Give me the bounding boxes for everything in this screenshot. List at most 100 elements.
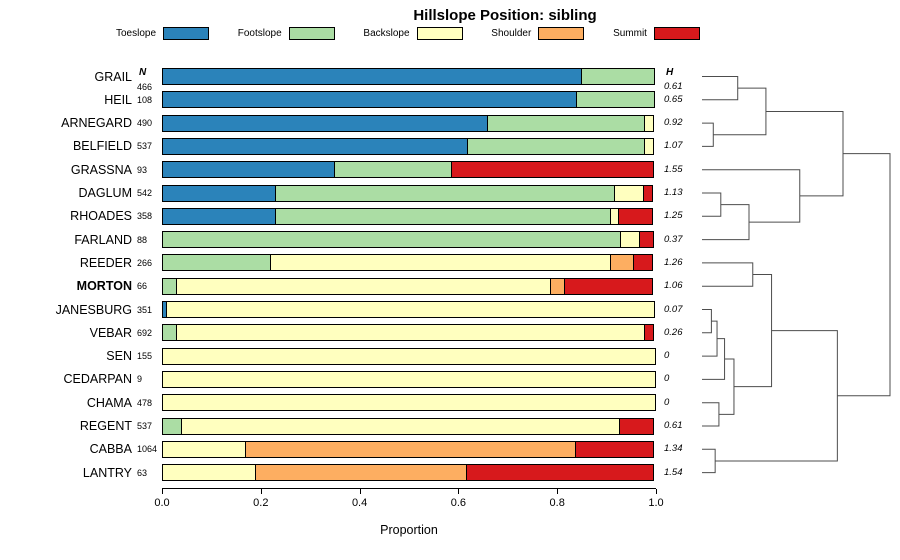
h-value: 1.07 (664, 140, 683, 152)
bar-segment-toeslope (162, 68, 582, 85)
series-label: CHAMA (86, 395, 132, 410)
n-value: 478 (137, 397, 153, 408)
bar-segment-summit (574, 440, 654, 458)
series-label: REEDER (79, 255, 132, 270)
x-tick-label: 0.0 (154, 497, 170, 509)
bar-segment-shoulder (244, 440, 576, 458)
bar-segment-toeslope (162, 91, 577, 109)
legend: Toeslope Footslope Backslope Shoulder Summit (116, 27, 700, 40)
bar-segment-backslope (620, 231, 641, 249)
n-value: 66 (137, 281, 148, 292)
stacked-bar (162, 394, 656, 412)
series-label: FARLAND (74, 232, 132, 247)
series-label: MORTON (76, 279, 132, 294)
legend-swatch (288, 27, 335, 40)
bar-segment-footslope (580, 68, 655, 85)
n-value: 542 (137, 188, 153, 198)
h-value: 0.92 (664, 117, 683, 129)
legend-item-backslope: Backslope (363, 27, 463, 40)
n-value: 490 (137, 118, 153, 129)
x-tick (359, 489, 361, 494)
bar-segment-footslope (162, 417, 182, 435)
bar-segment-footslope (467, 137, 646, 155)
n-value: 266 (137, 257, 153, 268)
bar-segment-backslope (269, 254, 611, 272)
stacked-bar (162, 417, 656, 435)
h-value: 1.06 (664, 280, 683, 292)
h-value: 0 (664, 373, 670, 385)
series-label: HEIL (104, 92, 132, 107)
h-value: 0.07 (664, 303, 683, 315)
n-value: 88 (137, 234, 148, 245)
n-value: 466 (137, 82, 153, 92)
bar-segment-shoulder (254, 464, 468, 482)
h-value: 0.61 (664, 420, 683, 431)
bar-segment-toeslope (162, 114, 489, 132)
bar-segment-backslope (162, 347, 656, 365)
legend-label: Summit (613, 28, 647, 39)
h-column-header: H (666, 67, 674, 78)
bar-segment-summit (633, 254, 653, 272)
stacked-bar (162, 184, 656, 202)
series-label: DAGLUM (78, 186, 132, 200)
n-value: 155 (137, 351, 153, 362)
bar-segment-summit (564, 277, 653, 295)
x-tick (458, 489, 460, 494)
legend-item-shoulder: Shoulder (491, 27, 585, 40)
bar-segment-summit (619, 417, 654, 435)
h-value: 1.54 (664, 466, 683, 478)
bar-segment-backslope (644, 114, 654, 132)
legend-item-summit: Summit (613, 27, 700, 40)
stacked-bar (162, 137, 656, 155)
bar-segment-shoulder (550, 277, 566, 295)
stacked-bar (162, 370, 656, 388)
legend-swatch (653, 27, 700, 40)
n-value: 692 (137, 327, 153, 338)
series-label: REGENT (79, 419, 132, 433)
n-value: 108 (137, 94, 153, 105)
stacked-bar (162, 440, 656, 458)
stacked-bar (162, 161, 656, 179)
legend-item-toeslope: Toeslope (116, 27, 210, 40)
x-tick (260, 489, 262, 494)
stacked-bar (162, 68, 656, 85)
stacked-bar (162, 231, 656, 249)
chart-title: Hillslope Position: sibling (413, 7, 597, 24)
n-column-header: N (139, 67, 147, 78)
h-value: 1.26 (664, 256, 683, 268)
n-value: 537 (137, 421, 153, 431)
bar-segment-backslope (162, 394, 656, 412)
legend-swatch (416, 27, 463, 40)
bar-segment-backslope (175, 277, 552, 295)
bar-segment-footslope (162, 231, 622, 249)
h-value: 1.13 (664, 187, 683, 198)
bar-segment-footslope (162, 277, 177, 295)
x-tick-label: 0.6 (450, 497, 467, 509)
bar-segment-footslope (575, 91, 655, 109)
bar-segment-summit (618, 207, 653, 225)
bar-segment-summit (643, 184, 653, 202)
x-tick (557, 489, 559, 494)
bar-segment-toeslope (162, 161, 335, 179)
bar-segment-backslope (162, 440, 246, 458)
bar-segment-summit (644, 324, 654, 342)
h-value: 1.25 (664, 210, 683, 222)
n-value: 358 (137, 211, 153, 222)
bar-segment-backslope (162, 370, 656, 388)
legend-swatch (538, 27, 585, 40)
series-label: GRAIL (94, 69, 132, 84)
stacked-bar (162, 91, 656, 109)
bar-segment-summit (639, 231, 654, 249)
series-label: ARNEGARD (61, 116, 132, 131)
h-value: 1.34 (664, 443, 683, 455)
stacked-bar (162, 207, 656, 225)
n-value: 537 (137, 141, 153, 152)
h-value: 0.26 (664, 326, 683, 338)
bar-segment-toeslope (162, 207, 276, 225)
bar-segment-backslope (644, 137, 654, 155)
legend-label: Shoulder (491, 28, 532, 39)
legend-swatch (163, 27, 210, 40)
n-value: 63 (137, 467, 148, 478)
series-label: CABBA (89, 442, 132, 457)
